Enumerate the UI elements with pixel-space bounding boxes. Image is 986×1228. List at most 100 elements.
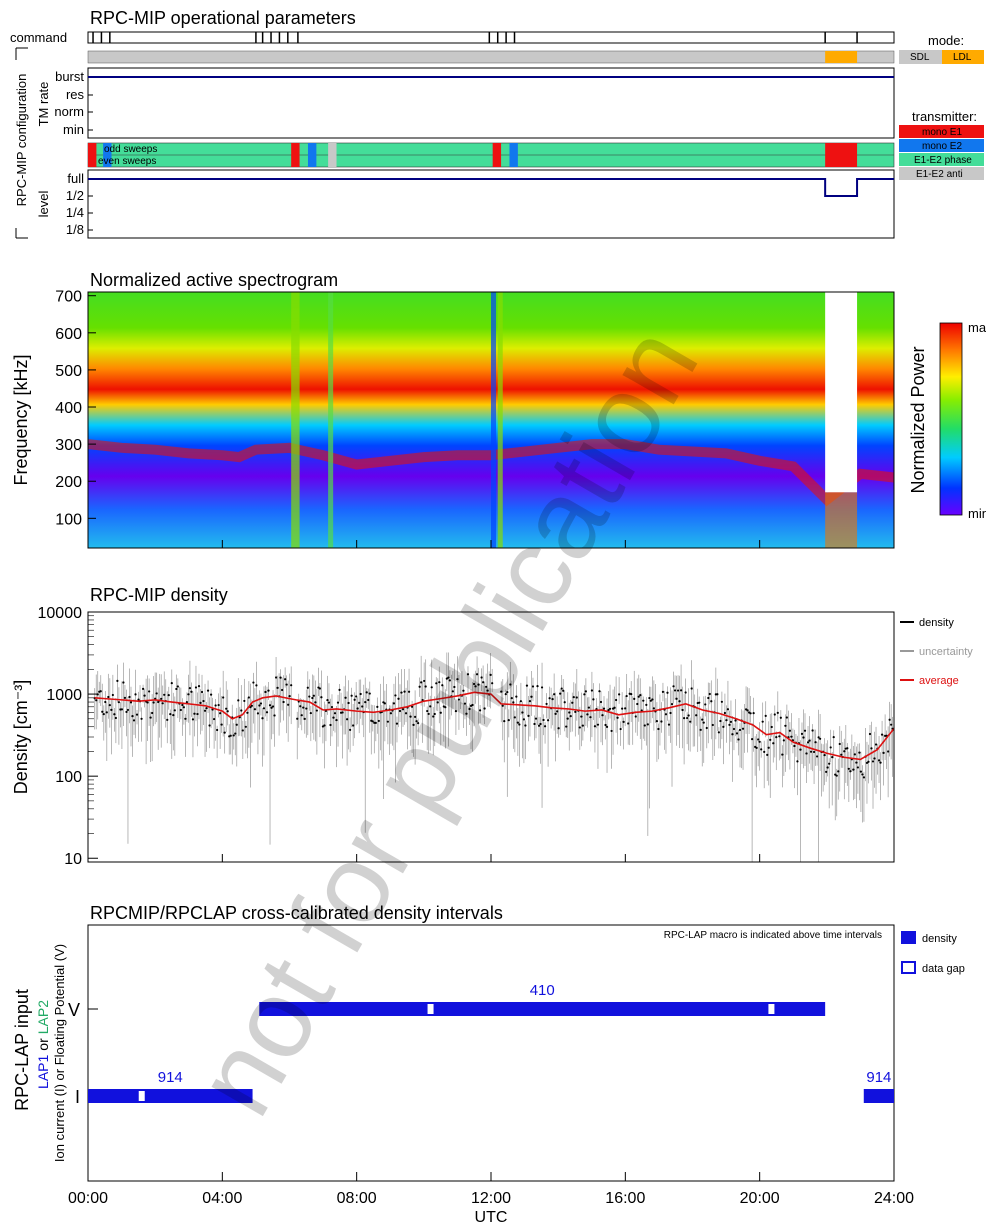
density-point bbox=[622, 720, 625, 723]
density-point bbox=[800, 732, 804, 735]
density-point bbox=[116, 679, 119, 682]
density-point bbox=[267, 689, 270, 692]
density-point bbox=[589, 716, 592, 719]
density-point bbox=[303, 717, 306, 720]
density-point bbox=[613, 706, 616, 709]
density-point bbox=[486, 689, 489, 692]
density-point bbox=[704, 703, 707, 706]
spectrogram-y-ticks: 100 200 300 400 500 600 700 bbox=[55, 289, 96, 528]
legend-gap-swatch bbox=[901, 961, 916, 974]
density-point bbox=[596, 723, 600, 726]
density-point bbox=[862, 776, 866, 779]
density-point bbox=[436, 701, 439, 704]
legend-mono-e1-swatch bbox=[899, 125, 984, 138]
density-point bbox=[424, 685, 427, 688]
density-point bbox=[234, 732, 237, 735]
density-point bbox=[344, 696, 347, 699]
density-point bbox=[401, 708, 405, 711]
density-point bbox=[539, 722, 542, 726]
density-point bbox=[575, 696, 578, 699]
density-point bbox=[457, 698, 461, 701]
density-point bbox=[376, 705, 379, 708]
density-point bbox=[689, 720, 692, 723]
density-point bbox=[429, 705, 432, 708]
density-point bbox=[784, 724, 787, 727]
density-point bbox=[518, 723, 521, 726]
density-point bbox=[874, 743, 878, 746]
density-point bbox=[775, 736, 778, 739]
density-point bbox=[172, 714, 175, 717]
density-point bbox=[246, 711, 249, 714]
density-point bbox=[507, 719, 510, 722]
density-point bbox=[637, 695, 640, 698]
spectrogram-stripe bbox=[497, 292, 503, 548]
legend-uncertainty-label: uncertainty bbox=[919, 646, 973, 658]
density-point bbox=[782, 739, 785, 742]
density-point bbox=[273, 714, 276, 717]
density-point bbox=[175, 687, 178, 691]
density-point bbox=[371, 720, 374, 723]
density-point bbox=[137, 698, 140, 701]
plasma-line-band bbox=[88, 439, 894, 507]
legend-gap-label: data gap bbox=[922, 963, 965, 975]
density-point bbox=[129, 701, 133, 704]
density-point bbox=[598, 690, 601, 693]
density-point bbox=[193, 712, 196, 715]
density-point bbox=[447, 676, 450, 679]
density-point bbox=[466, 673, 470, 676]
density-point bbox=[563, 701, 566, 704]
density-point bbox=[309, 711, 312, 715]
legend-phase-label: E1-E2 phase bbox=[914, 155, 972, 166]
density-point bbox=[135, 713, 139, 716]
density-ylabel: Density [cm⁻³] bbox=[11, 680, 31, 795]
density-point bbox=[196, 712, 199, 716]
transmitter-legend-title: transmitter: bbox=[912, 109, 977, 124]
density-point bbox=[315, 709, 318, 712]
density-point bbox=[763, 750, 766, 753]
interval-gap bbox=[138, 1091, 145, 1101]
density-point bbox=[108, 703, 111, 707]
density-point bbox=[454, 709, 458, 713]
density-point bbox=[433, 712, 436, 716]
density-point bbox=[240, 709, 243, 712]
density-point bbox=[503, 720, 506, 723]
spectrogram-ldl-block bbox=[825, 492, 858, 548]
command-track bbox=[87, 31, 895, 44]
density-point bbox=[728, 723, 731, 726]
spec-y-tick-label: 400 bbox=[55, 400, 82, 417]
density-point bbox=[285, 683, 288, 686]
density-point bbox=[105, 711, 108, 714]
density-point bbox=[568, 711, 571, 714]
spectrogram-panel: Normalized active spectrogram 100 200 300 4… bbox=[11, 270, 986, 549]
density-point bbox=[868, 732, 872, 736]
density-panel: RPC-MIP density 10 100 1000 10000 Density [… bbox=[11, 585, 973, 868]
density-point bbox=[225, 707, 228, 710]
panel3-title: RPC-MIP density bbox=[90, 585, 228, 605]
density-point bbox=[837, 770, 840, 773]
density-point bbox=[537, 724, 541, 727]
density-point bbox=[329, 723, 332, 727]
density-point bbox=[546, 719, 550, 722]
legend-mono-e2-swatch bbox=[899, 139, 984, 152]
density-point bbox=[302, 706, 305, 709]
density-point bbox=[414, 715, 417, 718]
density-point bbox=[509, 683, 512, 686]
level-tick-label: 1/4 bbox=[66, 205, 84, 220]
density-point bbox=[679, 689, 683, 692]
density-point bbox=[858, 751, 861, 754]
density-point bbox=[173, 709, 176, 712]
density-point bbox=[485, 685, 488, 688]
density-point bbox=[684, 691, 687, 694]
density-point bbox=[217, 703, 220, 707]
density-point bbox=[341, 711, 344, 714]
interval-y-tick-label: V bbox=[68, 1000, 80, 1020]
density-point bbox=[438, 681, 441, 684]
density-point bbox=[802, 736, 805, 739]
density-point bbox=[483, 707, 486, 710]
density-point bbox=[548, 697, 551, 700]
density-point bbox=[614, 698, 618, 702]
density-point bbox=[645, 703, 648, 706]
density-point bbox=[439, 711, 442, 714]
spectrogram-stripe bbox=[491, 292, 497, 548]
density-point bbox=[169, 713, 172, 716]
